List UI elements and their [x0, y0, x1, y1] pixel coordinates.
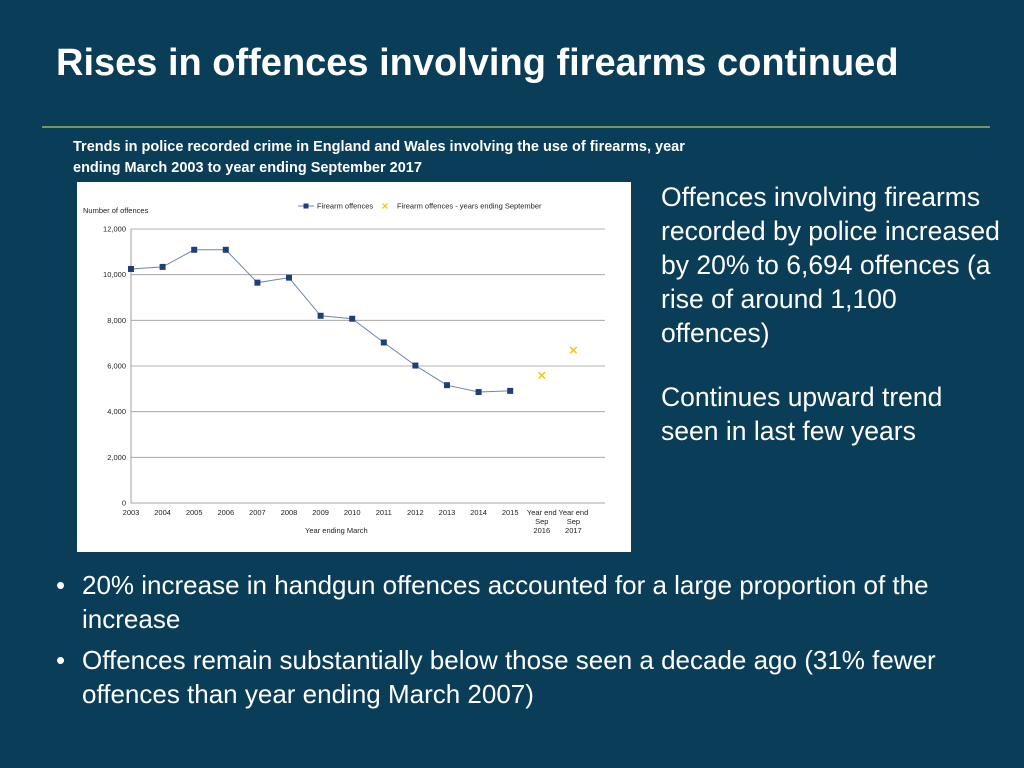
chart-panel: 0 2,000 4,000 6,000 8,000 10,000 12,000 2003 200…: [77, 182, 631, 552]
x-axis-title: Year ending March: [305, 526, 368, 535]
data-point-firearm-offences: [349, 315, 356, 322]
data-point-firearm-offences: [380, 339, 387, 346]
x-tick-label: 2013: [439, 508, 456, 517]
bullet-text: 20% increase in handgun offences account…: [82, 570, 929, 634]
data-point-sep-offences: [569, 346, 578, 354]
chart-caption: Trends in police recorded crime in Engla…: [73, 139, 685, 176]
y-tick-label: 8,000: [107, 316, 126, 325]
data-point-firearm-offences: [191, 246, 198, 253]
key-point-increase: Offences involving firearms recorded by …: [661, 182, 1000, 348]
legend-label-firearm-offences: Firearm offences: [317, 202, 373, 211]
line-chart: 0 2,000 4,000 6,000 8,000 10,000 12,000 2003 200…: [83, 202, 605, 535]
data-point-firearm-offences: [412, 362, 419, 369]
y-tick-label: 4,000: [107, 407, 126, 416]
x-tick-label: 2008: [281, 508, 298, 517]
slide-title: Rises in offences involving firearms con…: [56, 42, 899, 84]
bullet-dot: •: [56, 570, 66, 600]
x-tick-label: Year end Sep 2017: [559, 508, 589, 535]
y-tick-label: 12,000: [103, 225, 126, 234]
legend-label-sep-offences: Firearm offences - years ending Septembe…: [397, 202, 542, 211]
bullet-item: • 20% increase in handgun offences accou…: [52, 568, 992, 636]
x-tick-label: 2010: [344, 508, 361, 517]
data-point-firearm-offences: [507, 387, 514, 394]
key-points: Offences involving firearms recorded by …: [661, 180, 1001, 478]
bullet-text: Offences remain substantially below thos…: [82, 645, 936, 709]
legend-marker-sep-offences: [382, 203, 388, 209]
data-point-firearm-offences: [475, 389, 482, 396]
x-tick-label: 2004: [154, 508, 171, 517]
data-point-firearm-offences: [444, 382, 450, 389]
x-tick-label: 2011: [376, 508, 392, 517]
data-point-firearm-offences: [222, 246, 229, 253]
x-tick-label: 2014: [470, 508, 487, 517]
data-point-firearm-offences: [286, 274, 292, 281]
x-tick-label: 2009: [312, 508, 329, 517]
legend-marker-firearm-offences: [303, 203, 309, 209]
x-tick-label: 2007: [249, 508, 266, 517]
data-point-firearm-offences: [128, 265, 134, 272]
x-tick-label: 2015: [502, 508, 519, 517]
y-tick-label: 6,000: [107, 362, 126, 371]
data-point-sep-offences: [538, 371, 546, 380]
bullet-list: • 20% increase in handgun offences accou…: [52, 568, 992, 718]
series-line-firearm-offences: [130, 249, 511, 393]
x-tick-label: 2006: [217, 508, 234, 517]
data-point-firearm-offences: [317, 312, 324, 319]
x-tick-label: 2003: [123, 508, 140, 517]
y-axis-title: Number of offences: [83, 206, 149, 215]
x-tick-label: Year end Sep 2016: [527, 508, 557, 535]
y-tick-label: 0: [122, 499, 126, 508]
x-tick-label: 2012: [407, 508, 424, 517]
y-tick-label: 2,000: [107, 453, 126, 462]
x-tick-label: 2005: [186, 508, 203, 517]
data-point-firearm-offences: [159, 263, 166, 270]
bullet-item: • Offences remain substantially below th…: [52, 643, 992, 711]
title-divider: [42, 126, 990, 128]
key-point-trend: Continues upward trend seen in last few …: [661, 382, 943, 446]
bullet-dot: •: [56, 645, 66, 675]
data-point-firearm-offences: [254, 279, 261, 286]
y-tick-label: 10,000: [103, 270, 126, 279]
